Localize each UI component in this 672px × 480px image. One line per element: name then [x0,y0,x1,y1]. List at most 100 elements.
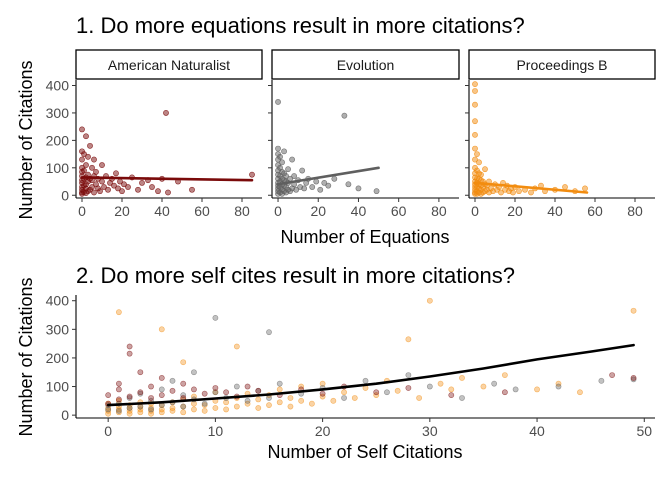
data-point [289,156,296,163]
chart-1-title: 1. Do more equations result in more cita… [76,13,525,38]
data-point [313,178,320,185]
facet-american-naturalist-y-tick-label: 400 [46,77,70,93]
data-point [472,88,478,94]
data-point [180,380,187,387]
chart-2-y-axis-title: Number of Citations [16,277,36,436]
data-point [244,383,251,390]
data-point [341,389,347,396]
facet-proceedings-b-x-tick-label: 60 [587,203,603,219]
data-point [223,399,230,406]
data-point [491,380,498,387]
data-point [91,156,97,163]
data-point [169,387,176,394]
data-point [373,389,380,396]
data-point [169,377,176,384]
data-point [105,186,111,193]
data-point [126,350,133,357]
data-point [137,369,144,376]
data-point [510,189,516,196]
facet-american-naturalist-x-tick-label: 60 [194,203,210,219]
chart-2-x-tick-label: 0 [104,423,112,439]
data-point [426,297,433,304]
data-point [287,403,294,410]
data-point [180,409,187,416]
data-point [212,405,219,411]
data-point [528,189,534,196]
data-point [81,167,87,174]
facet-american-naturalist-y-tick-label: 100 [46,160,70,176]
data-point [255,387,262,394]
data-point [325,182,332,189]
data-point [212,389,219,396]
data-point [516,188,522,195]
data-point [472,131,478,138]
data-point [555,383,562,390]
data-point [279,159,285,166]
data-point [582,185,588,192]
data-point [476,159,482,166]
data-point [137,390,144,397]
facet-proceedings-b-x-tick-label: 80 [627,203,643,219]
data-point [255,396,262,403]
data-point [81,151,87,157]
data-point [276,399,283,406]
data-point [480,383,487,390]
data-point [97,188,103,195]
data-point [266,395,272,401]
data-point [83,133,89,140]
data-point [255,405,262,411]
data-point [158,386,165,393]
facet-american-naturalist-x-tick-label: 0 [78,203,86,219]
chart-2-y-tick-label: 300 [46,321,70,337]
chart-2-x-tick-label: 40 [529,423,545,439]
data-point [115,386,122,393]
data-point [158,392,165,399]
data-point [111,182,117,189]
chart-2-title: 2. Do more self cites result in more cit… [76,263,515,288]
data-point [180,359,187,366]
data-point [293,186,300,193]
chart-2-y-tick-label: 400 [46,293,70,309]
trend-line-evolution [276,166,380,186]
data-point [191,406,197,413]
data-point [275,145,281,152]
data-point [501,372,508,378]
data-point [448,386,455,393]
facet-plot-proceedings-b: 0 20 40 60 80 [465,80,655,219]
data-point [341,112,348,119]
data-point [148,395,154,401]
data-point [299,167,306,174]
data-point [498,189,504,196]
data-point [148,406,154,413]
data-point [474,151,480,157]
data-point [158,326,165,333]
data-point [301,185,308,192]
facet-plot-evolution: 0 20 40 60 80 [268,80,459,219]
facet-label-american-naturalist: American Naturalist [108,57,230,73]
facet-label-proceedings-b: Proceedings B [516,57,607,73]
facet-proceedings-b: Proceedings B [468,49,656,80]
data-point [355,185,362,192]
data-point [405,336,412,343]
facet-evolution-x-tick-label: 0 [274,203,282,219]
data-point [105,406,112,413]
data-point [119,188,125,195]
facet-strip-evolution [271,49,460,80]
data-point [93,169,99,175]
data-point [115,380,122,387]
data-point [330,397,337,404]
data-point [416,395,423,401]
data-point [598,377,605,384]
data-point [233,383,240,390]
data-point [126,393,133,400]
chart-2-y-tick-label: 0 [61,407,69,423]
data-point [113,170,119,177]
data-point [99,162,105,168]
facet-evolution-x-tick-label: 60 [391,203,407,219]
data-point [373,188,380,195]
data-point [233,343,240,350]
data-point [276,380,283,387]
data-point [459,375,465,381]
trend-line-american-naturalist [80,176,254,182]
